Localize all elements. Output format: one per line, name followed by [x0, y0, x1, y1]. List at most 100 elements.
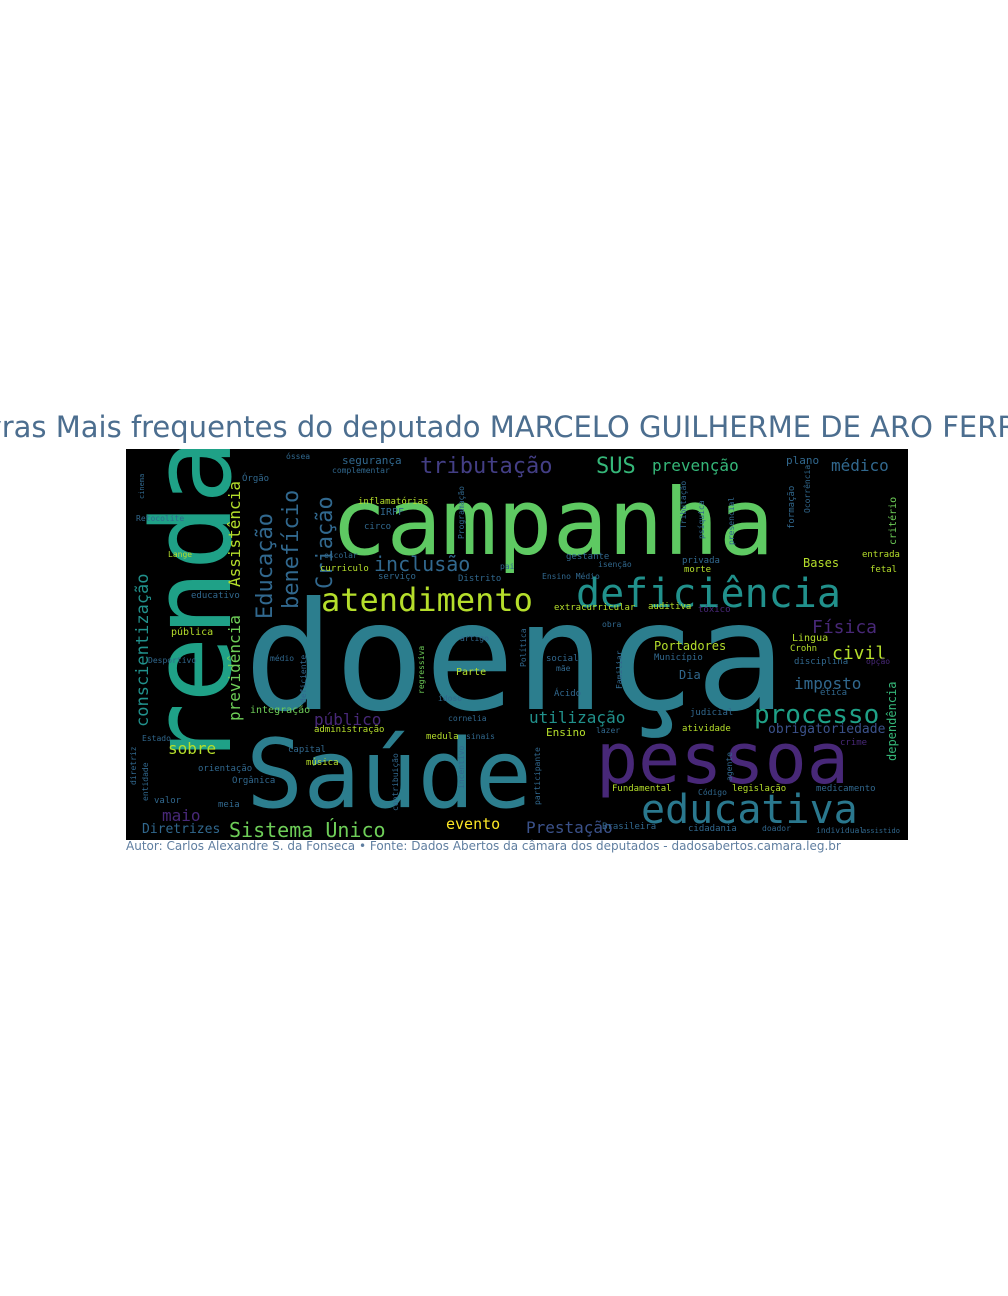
cloud-word: artigo [460, 634, 489, 643]
cloud-word: Lange [168, 550, 192, 559]
cloud-word: IRPF [380, 507, 404, 518]
cloud-word: medula [426, 732, 459, 742]
cloud-word: social [546, 654, 579, 664]
cloud-word: auditiva [648, 602, 691, 612]
cloud-word: renda [128, 449, 256, 769]
cloud-word: Estado [142, 734, 171, 743]
cloud-word: Município [654, 653, 703, 663]
cloud-word: deficiente [299, 655, 308, 703]
cloud-word: individual [816, 826, 864, 835]
cloud-word: presencial [727, 497, 736, 545]
cloud-word: Saúde [246, 720, 532, 830]
cloud-word: crime [840, 738, 867, 748]
cloud-word: Criação [313, 496, 338, 589]
cloud-word: regressiva [417, 646, 426, 694]
word-cloud: doença campanha renda Saúde pessoa deficiênci… [126, 449, 908, 840]
cloud-word: prevenção [652, 456, 739, 475]
cloud-word: Ensino [546, 726, 586, 739]
cloud-word: Brasileira [602, 822, 656, 832]
cloud-word: Distrito [458, 574, 501, 584]
cloud-word: Fundamental [612, 784, 672, 794]
cloud-word: maio [162, 806, 201, 825]
cloud-word: Desportivo [148, 656, 196, 665]
cloud-word: Lingua [792, 633, 828, 644]
cloud-word: atendimento [321, 581, 533, 619]
cloud-word: Educação [253, 513, 278, 619]
cloud-word: cidadania [688, 824, 737, 834]
cloud-word: Crohn [790, 644, 817, 654]
cloud-word: Tributação [679, 481, 688, 529]
cloud-word: integração [250, 705, 310, 716]
source-caption: Autor: Carlos Alexandre S. da Fonseca • … [126, 839, 841, 853]
cloud-word: pública [171, 626, 213, 638]
cloud-word: médico [831, 456, 889, 475]
cloud-word: Parte [456, 667, 486, 678]
cloud-word: entrada [862, 550, 900, 560]
chart-title: Palavras Mais frequentes do deputado MAR… [0, 410, 1008, 444]
cloud-word: extracurricular [554, 603, 636, 613]
cloud-word: mãe [556, 664, 571, 673]
cloud-word: escolar [324, 551, 358, 560]
cloud-word: educativa [641, 787, 858, 833]
cloud-word: psíquica [697, 500, 706, 539]
cloud-word: agente [725, 752, 734, 781]
cloud-word: contribuição [391, 753, 400, 811]
cloud-word: benefício [279, 490, 304, 609]
cloud-word: doença [244, 571, 786, 745]
cloud-word: educativo [191, 591, 240, 601]
cloud-word: assistido [862, 827, 900, 835]
cloud-word: Programação [457, 486, 466, 539]
cloud-word: Familiar [615, 650, 624, 689]
cloud-word: opção [866, 657, 890, 666]
cloud-word: doador [762, 824, 791, 833]
cloud-word: imposto [794, 674, 861, 693]
cloud-word: formação [787, 486, 797, 529]
cloud-word: privada [682, 556, 720, 566]
cloud-word: utilização [529, 708, 625, 727]
cloud-word: cinema [138, 474, 146, 499]
cloud-word: Assistência [225, 481, 244, 587]
cloud-word: dependência [885, 682, 899, 761]
cloud-word: lazer [596, 726, 620, 735]
cloud-word: Ácido [554, 687, 581, 699]
cloud-word: Ocorrência [802, 465, 812, 513]
cloud-word: deficiência [576, 571, 841, 617]
cloud-word: medicamento [816, 784, 876, 794]
cloud-word: conscientização [133, 573, 153, 727]
cloud-word: administração [314, 725, 384, 735]
cloud-word: segurança [342, 454, 402, 467]
cloud-word: evento [446, 815, 500, 833]
cloud-word: pessoa [596, 718, 849, 800]
cloud-word: atividade [682, 724, 731, 734]
cloud-word: plano [786, 454, 819, 467]
cloud-word: processo [754, 700, 879, 730]
cloud-word: gestante [566, 552, 609, 562]
cloud-word: Física [812, 617, 877, 638]
cloud-word: óssea [286, 451, 310, 461]
cloud-word: morte [684, 565, 711, 575]
cloud-word: judicial [690, 708, 733, 718]
cloud-word: orientação [198, 764, 252, 774]
cloud-word: critério [887, 497, 899, 545]
cloud-word: Órgão [242, 472, 269, 484]
cloud-word: SUS [596, 454, 636, 479]
cloud-word: previdência [225, 615, 244, 721]
cloud-word: cornelia [448, 714, 487, 723]
cloud-word: tributação [420, 454, 552, 479]
cloud-word: disciplina [794, 657, 848, 667]
cloud-word: meia [218, 800, 240, 810]
cloud-word: fetal [870, 565, 897, 575]
cloud-word: Ensino Médio [542, 571, 600, 581]
cloud-word: Código [698, 787, 727, 797]
cloud-word: Portadores [654, 639, 726, 653]
cloud-word: incentivo [457, 745, 466, 789]
cloud-word: valor [154, 796, 182, 806]
cloud-word: complementar [332, 466, 390, 475]
cloud-word: idoso [438, 694, 462, 703]
cloud-word: diretriz [129, 746, 138, 785]
cloud-word: entidade [141, 762, 150, 801]
cloud-word: obrigatoriedade [768, 722, 886, 737]
cloud-word: Orgânica [232, 776, 275, 786]
cloud-word: civil [832, 643, 886, 664]
cloud-word: sobre [168, 739, 216, 758]
